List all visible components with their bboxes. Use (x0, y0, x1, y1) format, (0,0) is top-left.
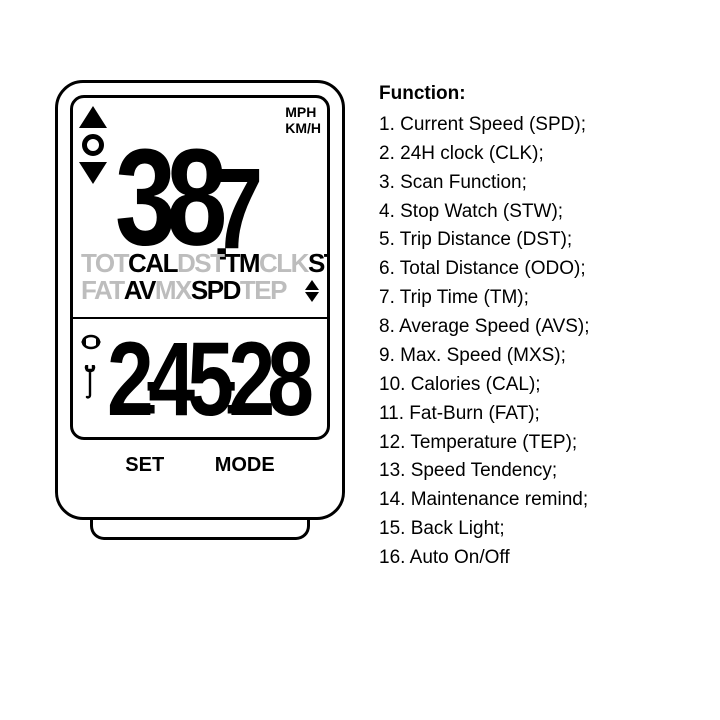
wrench-icon (82, 365, 98, 399)
device-mount-tab (90, 518, 310, 540)
up-down-icon (305, 280, 319, 302)
unit-mph: MPH (285, 104, 321, 120)
mode-label: MX (155, 277, 191, 304)
mode-label: TEP (240, 277, 286, 304)
mode-label: TM (224, 250, 259, 277)
time-digit: 8 (267, 326, 306, 431)
device-body: 3 8 . 7 MPH KM/H TOTCALDSTTMCLKSTW FATAV… (55, 80, 345, 520)
infographic-container: 3 8 . 7 MPH KM/H TOTCALDSTTMCLKSTW FATAV… (55, 80, 689, 573)
speed-digit: 8 (166, 130, 217, 268)
bike-computer-device: 3 8 . 7 MPH KM/H TOTCALDSTTMCLKSTW FATAV… (55, 80, 345, 542)
cycle-icon (79, 333, 101, 351)
mode-labels: TOTCALDSTTMCLKSTW FATAVMXSPDTEP (81, 250, 319, 305)
mode-row-2: FATAVMXSPDTEP (81, 277, 286, 304)
small-triangle-up-icon (305, 280, 319, 290)
mode-label: DST (177, 250, 225, 277)
function-list-item: 2. 24H clock (CLK); (379, 140, 689, 169)
unit-kmh: KM/H (285, 120, 321, 136)
time-digit: 5 (187, 326, 226, 431)
mode-row-1: TOTCALDSTTMCLKSTW (81, 250, 319, 277)
function-list-item: 6. Total Distance (ODO); (379, 255, 689, 284)
mode-label: STW (308, 250, 330, 277)
mode-label: CAL (128, 250, 177, 277)
mode-label: FAT (81, 277, 124, 304)
set-button-label: SET (125, 454, 164, 477)
mode-button-label: MODE (215, 454, 275, 477)
mode-label: SPD (191, 277, 240, 304)
circle-icon (82, 134, 104, 156)
time-digit: 4 (148, 326, 187, 431)
function-list-item: 11. Fat-Burn (FAT); (379, 400, 689, 429)
mode-label: AV (124, 277, 155, 304)
triangle-up-icon (79, 106, 107, 128)
function-list-items: 1. Current Speed (SPD);2. 24H clock (CLK… (379, 111, 689, 573)
time-readout: 2 : 4 5 : 2 8 (107, 326, 306, 431)
function-list-item: 7. Trip Time (TM); (379, 284, 689, 313)
time-digit: 2 (228, 326, 267, 431)
lcd-screen: 3 8 . 7 MPH KM/H TOTCALDSTTMCLKSTW FATAV… (70, 95, 330, 440)
speed-area: 3 8 . 7 MPH KM/H (73, 98, 327, 238)
time-icons (79, 333, 101, 399)
speed-units: MPH KM/H (285, 104, 321, 136)
function-list-item: 3. Scan Function; (379, 169, 689, 198)
button-labels: SET MODE (70, 454, 330, 477)
function-list-item: 9. Max. Speed (MXS); (379, 342, 689, 371)
triangle-down-icon (79, 162, 107, 184)
function-list-item: 4. Stop Watch (STW); (379, 198, 689, 227)
mode-label: TOT (81, 250, 128, 277)
speed-digit: 3 (115, 130, 166, 268)
function-list-title: Function: (379, 80, 689, 109)
function-list-item: 8. Average Speed (AVS); (379, 313, 689, 342)
function-list-item: 15. Back Light; (379, 515, 689, 544)
mode-label: CLK (259, 250, 308, 277)
function-list-item: 5. Trip Distance (DST); (379, 226, 689, 255)
function-list: Function: 1. Current Speed (SPD);2. 24H … (379, 80, 689, 573)
speed-tendency-indicators (79, 106, 107, 184)
function-list-item: 1. Current Speed (SPD); (379, 111, 689, 140)
function-list-item: 12. Temperature (TEP); (379, 429, 689, 458)
function-list-item: 16. Auto On/Off (379, 544, 689, 573)
small-triangle-down-icon (305, 292, 319, 302)
function-list-item: 14. Maintenance remind; (379, 486, 689, 515)
time-digit: 2 (107, 326, 146, 431)
time-area: 2 : 4 5 : 2 8 (73, 317, 327, 437)
speed-readout: 3 8 . 7 (115, 95, 253, 267)
function-list-item: 10. Calories (CAL); (379, 371, 689, 400)
function-list-item: 13. Speed Tendency; (379, 457, 689, 486)
